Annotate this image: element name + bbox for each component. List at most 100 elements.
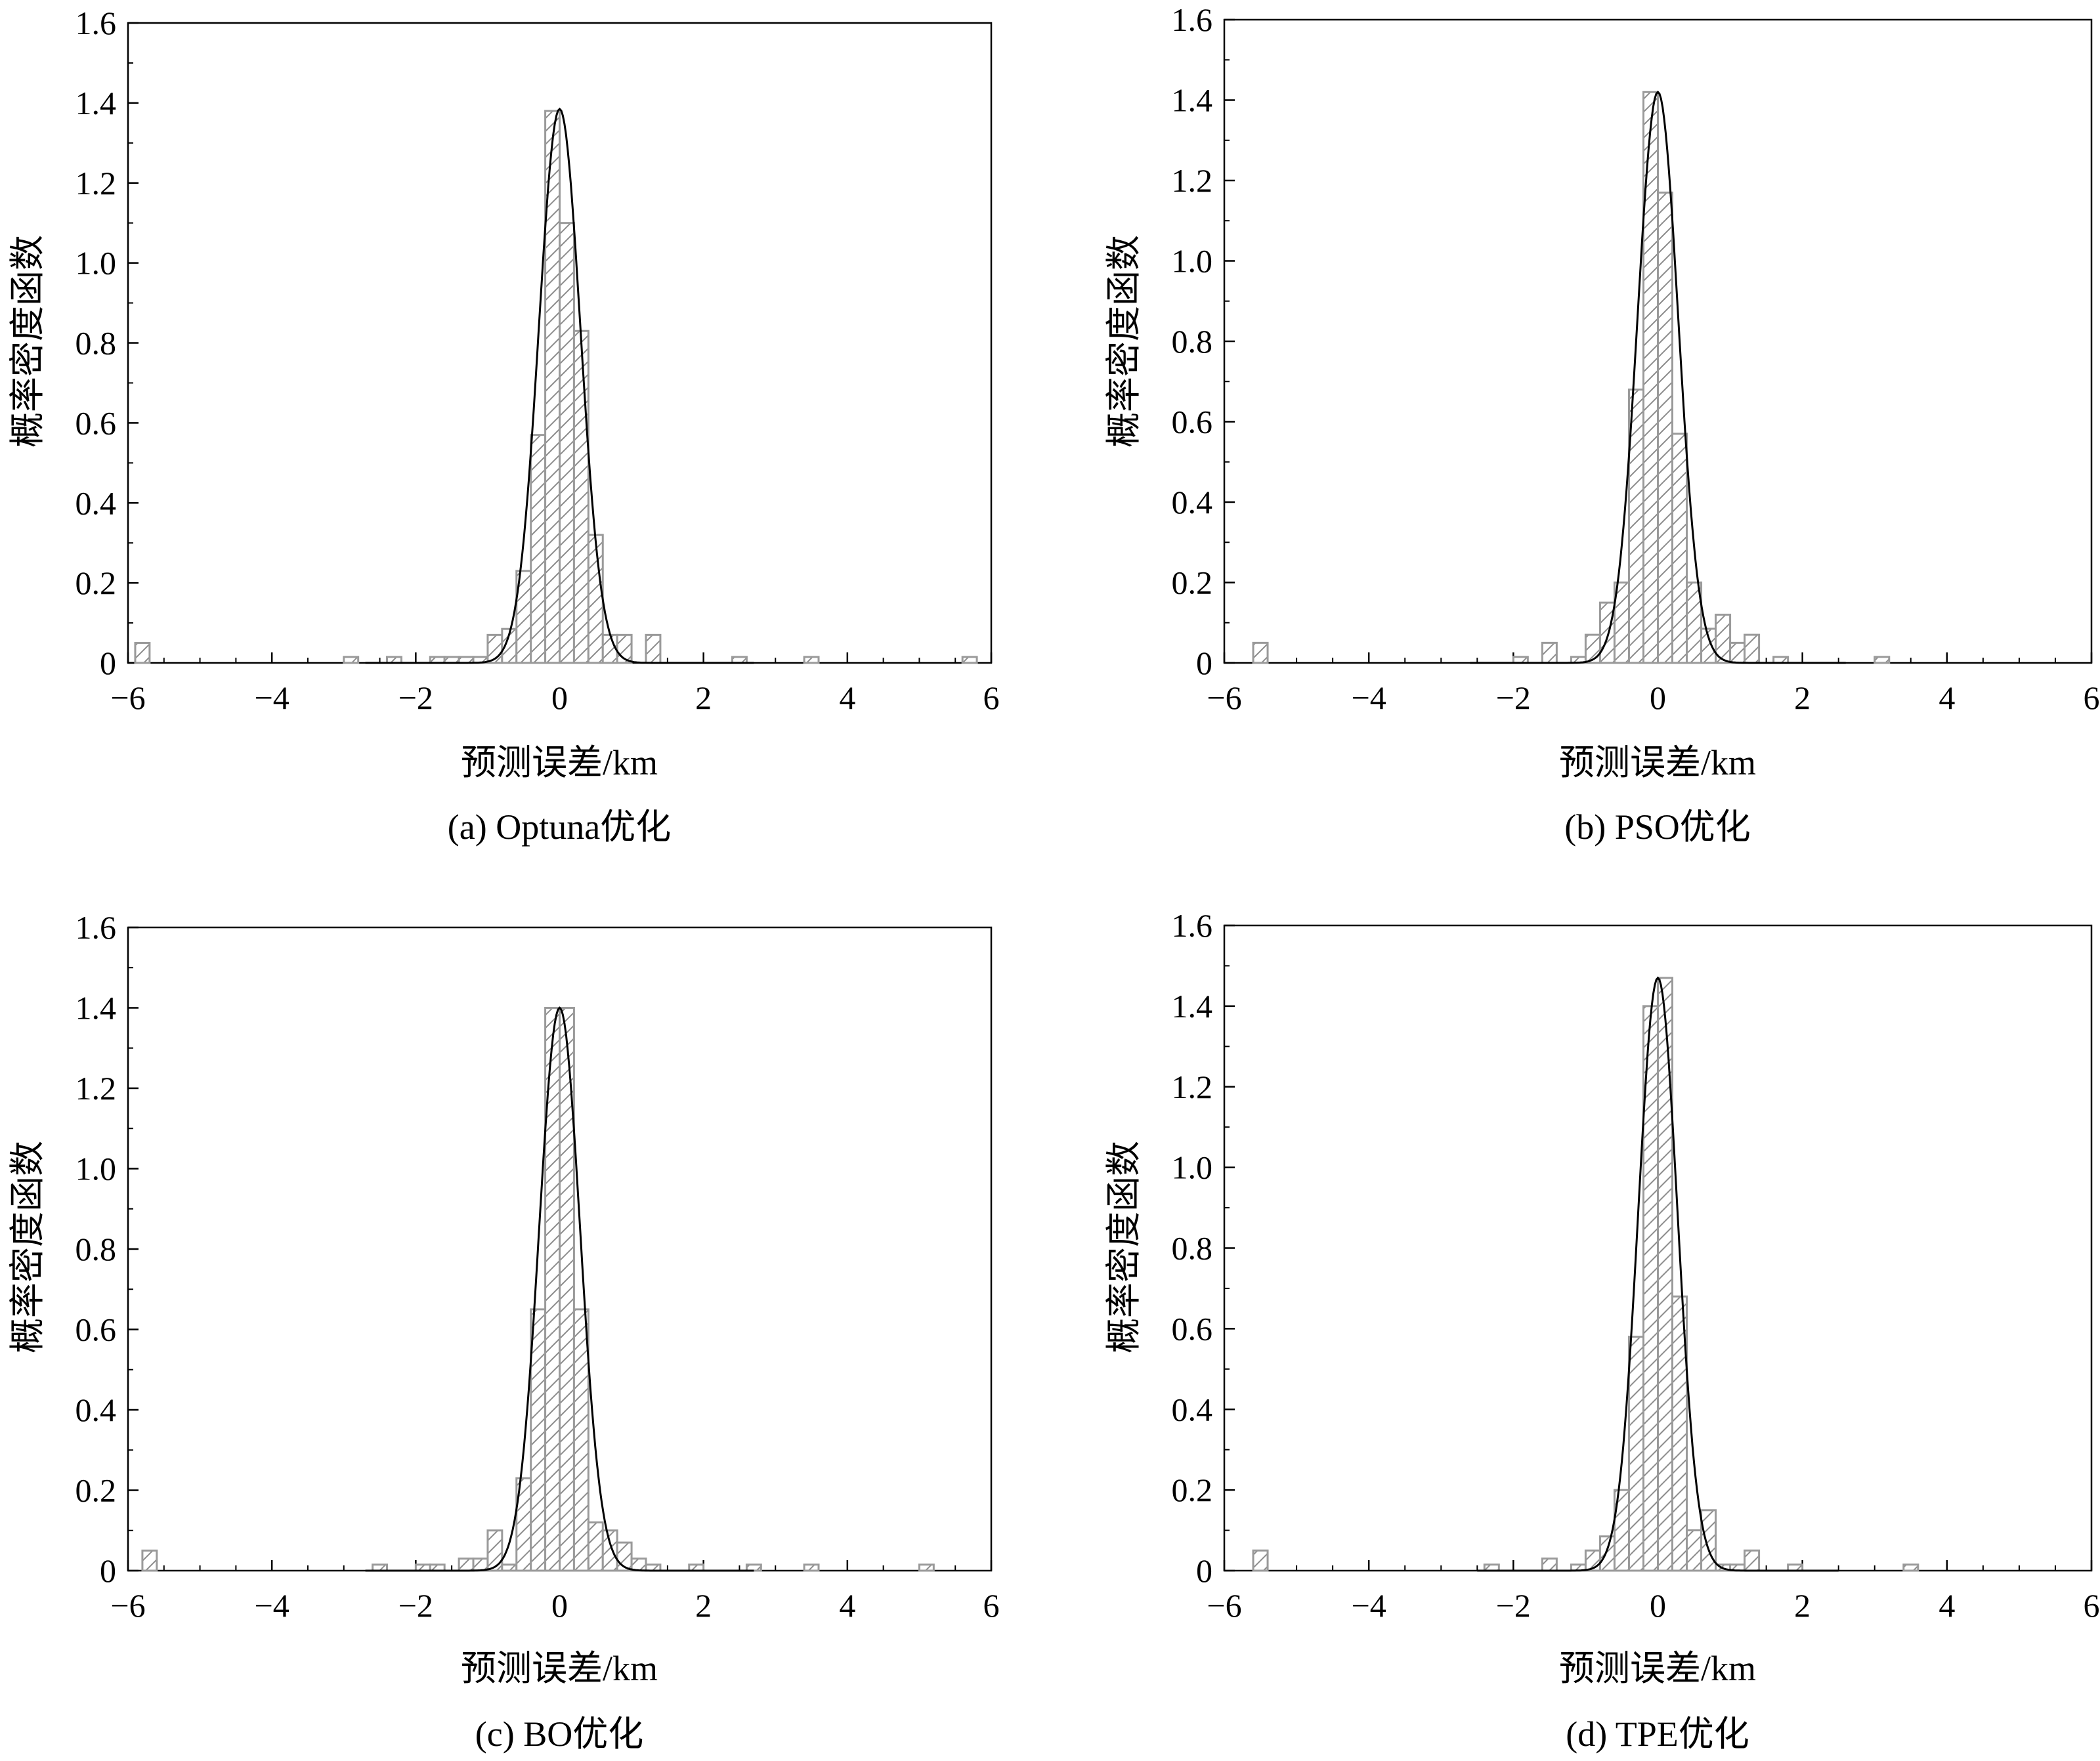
- histogram-bar: [134, 642, 151, 664]
- x-tick-label: 2: [695, 1587, 712, 1624]
- caption-d: (d) TPE优化: [1566, 1714, 1749, 1754]
- y-tick-label: 0.4: [75, 484, 117, 521]
- y-tick-label: 1.0: [1172, 1149, 1213, 1186]
- histogram-bar: [458, 1558, 475, 1572]
- histogram-bar: [1744, 1549, 1761, 1572]
- histogram-bar: [572, 1308, 589, 1572]
- panel-c: 0 0.2 0.4 0.6 0.8 1.0 1.2 1.4 1.6 −6 −4 −2 0 2 4 6 预测误差…: [8, 909, 1000, 1754]
- pdf-curve: [365, 1006, 754, 1572]
- histogram-bar: [961, 656, 978, 664]
- x-tick-label: 4: [839, 1587, 855, 1624]
- y-tick-label: 1.6: [75, 5, 117, 41]
- histogram-bar: [1657, 191, 1674, 664]
- x-tick-label: 4: [1939, 679, 1955, 716]
- x-axis-label-a: 预测误差/km: [461, 743, 658, 782]
- pdf-curve: [1477, 976, 1839, 1572]
- y-tick-label: 0.6: [1172, 404, 1213, 440]
- y-tick-label: 1.2: [1172, 1069, 1213, 1105]
- histogram-bar: [1671, 433, 1688, 664]
- histogram-bar: [1541, 641, 1558, 664]
- x-tick-label: 0: [1650, 679, 1666, 716]
- y-axis-label-c: 概率密度函数: [8, 1141, 47, 1353]
- x-tick-label: 6: [983, 679, 1000, 716]
- y-tick-label: 1.2: [1172, 162, 1213, 199]
- y-tick-label: 1.0: [75, 245, 117, 282]
- x-tick-label: −6: [1207, 1587, 1241, 1624]
- histogram-bar: [1627, 1336, 1644, 1572]
- panel-d: 0 0.2 0.4 0.6 0.8 1.0 1.2 1.4 1.6 −6 −4 −2 0 2 4 6 预测误差…: [1104, 907, 2100, 1754]
- y-tick-label: 0.6: [1172, 1310, 1213, 1347]
- x-tick-label: 0: [551, 679, 568, 716]
- y-tick-label: 0.8: [75, 325, 117, 362]
- y-tick-label: 0.6: [75, 404, 117, 441]
- x-tick-label: −4: [255, 679, 289, 716]
- x-tick-label: 2: [1794, 1587, 1811, 1624]
- plot-area-c: 0 0.2 0.4 0.6 0.8 1.0 1.2 1.4 1.6 −6 −4 −2 0 2 4 6: [75, 909, 1000, 1624]
- x-tick-label: 2: [1794, 679, 1811, 716]
- y-tick-label: 1.6: [1172, 907, 1213, 944]
- y-tick-label: 1.4: [1172, 988, 1213, 1025]
- x-axis-label-d: 预测误差/km: [1559, 1649, 1756, 1688]
- y-tick-label: 0.2: [1172, 1472, 1213, 1508]
- y-tick-label: 1.0: [1172, 243, 1213, 280]
- x-tick-label: −4: [1352, 679, 1386, 716]
- y-tick-label: 0: [1196, 1552, 1212, 1589]
- x-tick-label: −2: [1496, 1587, 1531, 1624]
- x-tick-label: −6: [110, 679, 145, 716]
- y-tick-label: 1.0: [75, 1151, 117, 1187]
- histogram-bar: [1715, 614, 1732, 664]
- y-axis-label-a: 概率密度函数: [8, 235, 47, 448]
- histogram-bar: [530, 434, 547, 664]
- x-tick-label: −2: [1496, 679, 1531, 716]
- histogram-bar: [1874, 656, 1891, 664]
- histogram-bar: [1252, 641, 1269, 664]
- x-axis-label-c: 预测误差/km: [461, 1649, 658, 1688]
- histogram-bar: [1902, 1563, 1919, 1572]
- y-axis-label-d: 概率密度函数: [1104, 1141, 1144, 1353]
- y-tick-label: 1.6: [75, 909, 117, 946]
- y-tick-label: 1.2: [75, 165, 117, 202]
- x-tick-label: −6: [110, 1587, 145, 1624]
- x-tick-label: 4: [839, 679, 855, 716]
- y-tick-label: 0.8: [75, 1231, 117, 1267]
- histogram-bar: [530, 1308, 547, 1572]
- plot-area-b: 0 0.2 0.4 0.6 0.8 1.0 1.2 1.4 1.6 −6 −4 −2 0 2 4 6: [1172, 1, 2100, 716]
- histogram-bar: [1686, 1529, 1703, 1572]
- x-tick-label: −4: [1352, 1587, 1386, 1624]
- x-tick-label: 0: [1650, 1587, 1666, 1624]
- histogram-bar: [803, 1563, 820, 1572]
- histogram-bar: [559, 1007, 575, 1572]
- y-tick-label: 0: [100, 1552, 116, 1589]
- histogram-bar: [587, 1521, 604, 1572]
- caption-b: (b) PSO优化: [1564, 807, 1751, 847]
- y-tick-label: 0.2: [75, 564, 117, 601]
- panel-a: 0 0.2 0.4 0.6 0.8 1.0 1.2 1.4 1.6 −6 −4 −2 0 2 4 6 预测误差…: [8, 5, 1000, 847]
- histogram-bar: [601, 1529, 618, 1572]
- histogram-bar: [501, 1563, 518, 1572]
- histogram-bar: [1700, 627, 1717, 664]
- histogram-bar: [343, 656, 360, 664]
- y-axis-label-b: 概率密度函数: [1104, 235, 1144, 448]
- x-tick-label: 6: [983, 1587, 1000, 1624]
- x-tick-label: 0: [551, 1587, 568, 1624]
- y-tick-label: 0.4: [1172, 1391, 1213, 1428]
- x-tick-label: 6: [2084, 679, 2100, 716]
- x-tick-label: −6: [1207, 679, 1241, 716]
- plot-area-a: 0 0.2 0.4 0.6 0.8 1.0 1.2 1.4 1.6 −6 −4 −2 0 2 4 6: [75, 5, 1000, 716]
- histogram-bar: [1541, 1558, 1558, 1572]
- y-tick-label: 0.8: [1172, 1230, 1213, 1267]
- histogram-bar: [803, 656, 820, 664]
- histogram-bar: [486, 1529, 504, 1572]
- histogram-bar: [645, 633, 662, 664]
- x-tick-label: 2: [695, 679, 712, 716]
- caption-a: (a) Optuna优化: [448, 807, 671, 847]
- histogram-bar: [141, 1549, 158, 1572]
- caption-c: (c) BO优化: [475, 1714, 643, 1754]
- panel-b: 0 0.2 0.4 0.6 0.8 1.0 1.2 1.4 1.6 −6 −4 −2 0 2 4 6 预测误差…: [1104, 1, 2100, 847]
- y-tick-label: 1.6: [1172, 1, 1213, 38]
- x-tick-label: −2: [398, 679, 433, 716]
- histogram-bar: [1686, 582, 1703, 664]
- y-tick-label: 1.4: [75, 990, 117, 1027]
- x-tick-label: 4: [1939, 1587, 1955, 1624]
